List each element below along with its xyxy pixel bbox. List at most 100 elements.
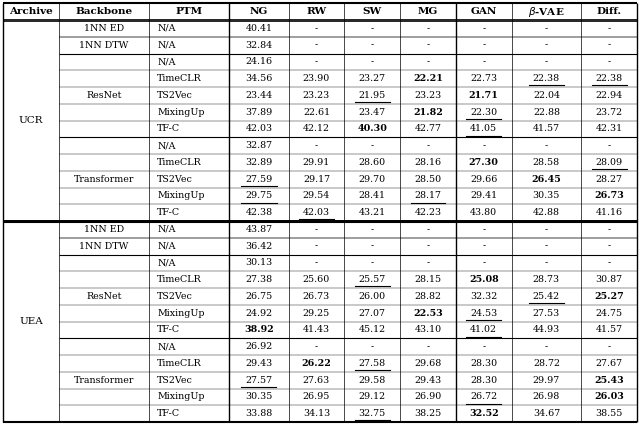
Text: 26.90: 26.90 xyxy=(414,392,442,401)
Text: 32.87: 32.87 xyxy=(245,141,273,150)
Text: TimeCLR: TimeCLR xyxy=(157,158,202,167)
Text: 25.43: 25.43 xyxy=(595,376,624,385)
Text: 22.04: 22.04 xyxy=(533,91,560,100)
Text: TimeCLR: TimeCLR xyxy=(157,275,202,284)
Text: -: - xyxy=(545,141,548,150)
Text: 27.07: 27.07 xyxy=(359,309,386,317)
Text: -: - xyxy=(315,141,318,150)
Text: 28.60: 28.60 xyxy=(358,158,386,167)
Text: 28.82: 28.82 xyxy=(415,292,442,301)
Text: 26.98: 26.98 xyxy=(532,392,560,401)
Text: 24.16: 24.16 xyxy=(245,57,273,66)
Text: -: - xyxy=(371,258,374,267)
Text: 32.75: 32.75 xyxy=(358,409,386,418)
Text: UEA: UEA xyxy=(19,317,43,326)
Text: 22.38: 22.38 xyxy=(596,74,623,83)
Text: 27.57: 27.57 xyxy=(245,376,273,385)
Text: 26.00: 26.00 xyxy=(358,292,386,301)
Text: -: - xyxy=(371,41,374,50)
Text: -: - xyxy=(426,24,429,33)
Text: 41.02: 41.02 xyxy=(470,326,497,334)
Text: -: - xyxy=(426,258,429,267)
Text: -: - xyxy=(545,225,548,234)
Text: 29.43: 29.43 xyxy=(245,359,273,368)
Text: -: - xyxy=(607,57,611,66)
Text: 42.12: 42.12 xyxy=(303,125,330,133)
Text: TS2Vec: TS2Vec xyxy=(157,292,193,301)
Text: -: - xyxy=(371,57,374,66)
Text: 45.12: 45.12 xyxy=(358,326,386,334)
Text: -: - xyxy=(545,24,548,33)
Text: 28.50: 28.50 xyxy=(415,175,442,184)
Text: TimeCLR: TimeCLR xyxy=(157,74,202,83)
Text: 23.47: 23.47 xyxy=(358,108,386,116)
Text: 42.77: 42.77 xyxy=(415,125,442,133)
Text: Diff.: Diff. xyxy=(596,7,621,16)
Text: MixingUp: MixingUp xyxy=(157,191,205,200)
Text: 23.44: 23.44 xyxy=(245,91,273,100)
Text: 40.41: 40.41 xyxy=(246,24,273,33)
Text: 23.27: 23.27 xyxy=(358,74,386,83)
Text: 29.12: 29.12 xyxy=(358,392,386,401)
Text: ResNet: ResNet xyxy=(86,91,122,100)
Text: N/A: N/A xyxy=(157,24,176,33)
Text: MG: MG xyxy=(418,7,438,16)
Text: NG: NG xyxy=(250,7,268,16)
Text: 23.23: 23.23 xyxy=(303,91,330,100)
Text: 29.70: 29.70 xyxy=(358,175,386,184)
Text: -: - xyxy=(315,57,318,66)
Text: -: - xyxy=(482,41,485,50)
Text: 28.41: 28.41 xyxy=(359,191,386,200)
Text: 26.03: 26.03 xyxy=(594,392,624,401)
Text: 41.43: 41.43 xyxy=(303,326,330,334)
Text: 29.75: 29.75 xyxy=(245,191,273,200)
Text: 30.35: 30.35 xyxy=(245,392,273,401)
Text: 22.88: 22.88 xyxy=(533,108,560,116)
Text: MixingUp: MixingUp xyxy=(157,108,205,116)
Text: 38.92: 38.92 xyxy=(244,326,274,334)
Text: -: - xyxy=(482,242,485,251)
Text: 23.90: 23.90 xyxy=(303,74,330,83)
Text: 1NN ED: 1NN ED xyxy=(84,24,124,33)
Text: 22.61: 22.61 xyxy=(303,108,330,116)
Text: 29.66: 29.66 xyxy=(470,175,497,184)
Text: -: - xyxy=(371,141,374,150)
Text: 30.87: 30.87 xyxy=(596,275,623,284)
Text: ResNet: ResNet xyxy=(86,292,122,301)
Text: 29.97: 29.97 xyxy=(532,376,560,385)
Text: 25.08: 25.08 xyxy=(469,275,499,284)
Text: 25.60: 25.60 xyxy=(303,275,330,284)
Text: 26.75: 26.75 xyxy=(245,292,273,301)
Text: -: - xyxy=(482,57,485,66)
Text: 42.23: 42.23 xyxy=(415,208,442,217)
Text: -: - xyxy=(315,242,318,251)
Text: -: - xyxy=(426,141,429,150)
Text: N/A: N/A xyxy=(157,242,176,251)
Text: 25.57: 25.57 xyxy=(358,275,386,284)
Text: -: - xyxy=(371,24,374,33)
Text: 23.72: 23.72 xyxy=(596,108,623,116)
Text: 27.30: 27.30 xyxy=(468,158,499,167)
Text: -: - xyxy=(607,24,611,33)
Text: -: - xyxy=(371,225,374,234)
Text: 24.53: 24.53 xyxy=(470,309,497,317)
Text: 23.23: 23.23 xyxy=(414,91,442,100)
Text: 27.58: 27.58 xyxy=(358,359,386,368)
Text: 29.43: 29.43 xyxy=(414,376,442,385)
Text: -: - xyxy=(426,342,429,351)
Text: N/A: N/A xyxy=(157,57,176,66)
Text: TS2Vec: TS2Vec xyxy=(157,175,193,184)
Text: Transformer: Transformer xyxy=(74,376,134,385)
Text: 21.95: 21.95 xyxy=(358,91,386,100)
Text: 43.21: 43.21 xyxy=(358,208,386,217)
Text: 32.89: 32.89 xyxy=(245,158,273,167)
Text: -: - xyxy=(545,41,548,50)
Text: N/A: N/A xyxy=(157,141,176,150)
Text: 26.72: 26.72 xyxy=(470,392,497,401)
Text: -: - xyxy=(482,342,485,351)
Text: -: - xyxy=(545,242,548,251)
Text: 22.94: 22.94 xyxy=(596,91,623,100)
Text: 28.72: 28.72 xyxy=(533,359,560,368)
Text: 21.82: 21.82 xyxy=(413,108,443,116)
Text: -: - xyxy=(315,41,318,50)
